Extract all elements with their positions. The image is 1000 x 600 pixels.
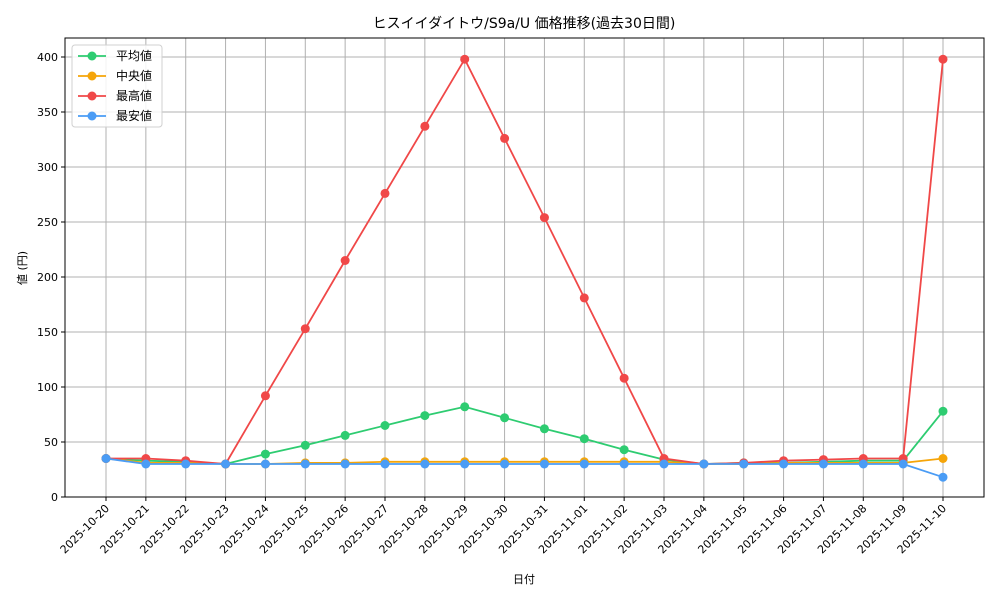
data-point — [500, 459, 510, 469]
y-tick-label: 200 — [37, 271, 58, 284]
legend-label: 最安値 — [116, 108, 152, 123]
data-point — [579, 459, 589, 469]
legend-marker-icon — [87, 51, 97, 61]
legend-item: 平均値 — [78, 48, 152, 63]
data-point — [619, 459, 629, 469]
data-point — [260, 391, 270, 401]
y-tick-label: 250 — [37, 216, 58, 229]
legend-item: 中央値 — [78, 68, 152, 83]
y-tick-label: 350 — [37, 106, 58, 119]
legend-marker-icon — [87, 71, 97, 81]
legend-item: 最高値 — [78, 88, 152, 103]
data-point — [500, 133, 510, 143]
legend-marker-icon — [87, 91, 97, 101]
y-tick-label: 50 — [44, 436, 58, 449]
legend-box — [71, 44, 163, 128]
y-axis-label: 値 (円) — [16, 251, 29, 285]
data-point — [380, 188, 390, 198]
data-point — [938, 454, 948, 463]
data-point — [619, 373, 629, 383]
data-point — [141, 459, 151, 469]
data-point — [938, 472, 948, 482]
data-point — [420, 459, 430, 469]
data-point — [221, 459, 231, 469]
data-point — [779, 459, 789, 469]
data-point — [300, 440, 310, 450]
data-point — [579, 434, 589, 444]
data-point — [938, 54, 948, 64]
data-point — [659, 459, 669, 469]
data-point — [619, 445, 629, 455]
data-point — [340, 256, 350, 265]
data-point — [699, 459, 709, 469]
legend-label: 平均値 — [116, 48, 152, 63]
chart-title: ヒスイイダイトウ/S9a/U 価格推移(過去30日間) — [373, 16, 676, 32]
data-point — [818, 459, 828, 469]
legend-label: 最高値 — [116, 88, 152, 103]
data-point — [460, 459, 470, 469]
y-tick-label: 400 — [37, 51, 58, 64]
data-point — [539, 459, 549, 469]
data-point — [300, 324, 310, 334]
legend-item: 最安値 — [78, 108, 152, 123]
data-point — [500, 413, 510, 423]
series-最高値 — [101, 54, 948, 469]
data-point — [380, 459, 390, 469]
y-tick-label: 150 — [37, 326, 58, 339]
data-series — [101, 54, 948, 482]
grid-lines — [65, 38, 984, 498]
data-point — [460, 402, 470, 412]
data-point — [539, 213, 549, 223]
data-point — [539, 424, 549, 434]
data-point — [260, 449, 270, 459]
y-tick-label: 100 — [37, 381, 58, 394]
data-point — [340, 459, 350, 469]
data-point — [181, 459, 191, 469]
data-point — [858, 459, 868, 469]
data-point — [420, 411, 430, 421]
data-point — [938, 406, 948, 416]
data-point — [739, 459, 749, 469]
y-tick-label: 0 — [51, 491, 58, 504]
legend-label: 中央値 — [116, 68, 152, 83]
y-tick-label: 300 — [37, 161, 58, 174]
x-axis-label: 日付 — [513, 573, 535, 586]
legend-marker-icon — [87, 111, 97, 121]
data-point — [300, 459, 310, 469]
data-point — [460, 54, 470, 64]
data-point — [380, 421, 390, 430]
data-point — [340, 430, 350, 440]
data-point — [101, 454, 111, 463]
data-point — [420, 121, 430, 131]
data-point — [579, 293, 589, 303]
data-point — [898, 459, 908, 469]
series-最安値 — [101, 454, 948, 482]
axes: 0501001502002503003504002025-10-202025-1… — [37, 37, 985, 556]
data-point — [260, 459, 270, 469]
